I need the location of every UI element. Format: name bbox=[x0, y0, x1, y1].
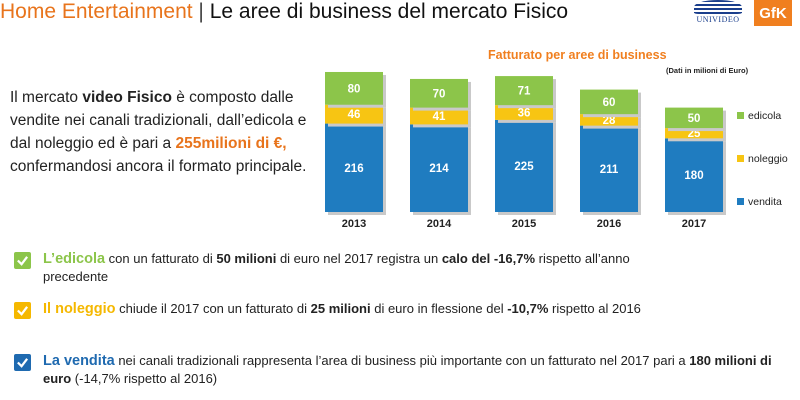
bullet-edicola-text: L’edicola con un fatturato di 50 milioni… bbox=[43, 250, 643, 285]
legend-swatch-edicola bbox=[737, 112, 744, 119]
check-icon bbox=[14, 252, 31, 269]
data-label-noleggio-2017: 25 bbox=[688, 128, 701, 140]
header-title-right: Le aree di business del mercato Fisico bbox=[209, 0, 569, 23]
intro-text-5: confermandosi ancora il formato principa… bbox=[10, 158, 307, 175]
univideo-logo: UNIVIDEO bbox=[688, 0, 748, 24]
bullet-noleggio-b: 25 milioni bbox=[310, 301, 371, 316]
bar-edicola-2015 bbox=[495, 76, 553, 106]
legend-label-vendita: vendita bbox=[748, 196, 782, 208]
data-label-vendita-2015: 225 bbox=[514, 161, 534, 173]
data-label-noleggio-2013: 46 bbox=[348, 109, 361, 121]
data-label-noleggio-2015: 36 bbox=[518, 108, 531, 120]
x-tick-label: 2014 bbox=[427, 218, 452, 230]
legend-label-edicola: edicola bbox=[748, 110, 781, 122]
bar-vendita-2014 bbox=[410, 124, 468, 212]
data-label-edicola-2017: 50 bbox=[688, 113, 701, 125]
bullet-noleggio-c: di euro in flessione del bbox=[370, 301, 508, 316]
bullet-noleggio-a: chiude il 2017 con un fatturato di bbox=[115, 301, 311, 316]
logos: UNIVIDEO GfK bbox=[688, 0, 792, 26]
legend-swatch-noleggio bbox=[737, 155, 744, 162]
bullet-vendita-c: (-14,7% rispetto al 2016) bbox=[71, 371, 218, 386]
bullet-vendita-text: La vendita nei canali tradizionali rappr… bbox=[43, 352, 783, 387]
bullet-edicola-keyword: L’edicola bbox=[43, 251, 106, 267]
data-label-vendita-2016: 211 bbox=[600, 164, 619, 176]
chart-title: Fatturato per aree di business bbox=[488, 48, 667, 62]
data-label-vendita-2014: 214 bbox=[429, 163, 449, 175]
data-label-vendita-2017: 180 bbox=[684, 170, 703, 182]
bullet-edicola-d: calo del -16,7% bbox=[441, 251, 536, 266]
x-tick-label: 2016 bbox=[597, 218, 621, 230]
intro-text-2: video Fisico bbox=[82, 89, 172, 106]
bullet-noleggio-e: rispetto al 2016 bbox=[548, 301, 641, 316]
bullet-vendita-b: 180 milioni di euro bbox=[43, 353, 772, 386]
bar-edicola-2014 bbox=[410, 78, 468, 108]
data-label-noleggio-2014: 41 bbox=[433, 111, 446, 123]
data-label-edicola-2014: 70 bbox=[433, 88, 446, 100]
intro-text-3: è composto dalle vendite nei canali trad… bbox=[10, 89, 307, 152]
check-icon bbox=[14, 302, 31, 319]
bar-noleggio-2013 bbox=[325, 104, 383, 124]
bar-noleggio-2016 bbox=[580, 114, 638, 126]
bar-noleggio-2015 bbox=[495, 105, 553, 120]
check-icon bbox=[14, 354, 31, 371]
bullet-noleggio: Il noleggio chiude il 2017 con un fattur… bbox=[14, 300, 800, 319]
x-tick-label: 2017 bbox=[682, 218, 706, 230]
x-tick-label: 2013 bbox=[342, 218, 366, 230]
gfk-logo: GfK bbox=[754, 0, 792, 26]
bullet-edicola-a: con un fatturato di bbox=[105, 251, 217, 266]
bullet-edicola: L’edicola con un fatturato di 50 milioni… bbox=[14, 250, 643, 285]
chart-subtitle: (Dati in milioni di Euro) bbox=[666, 66, 749, 75]
bar-edicola-2017 bbox=[665, 107, 723, 129]
bar-noleggio-2014 bbox=[410, 107, 468, 125]
bar-edicola-2016 bbox=[580, 89, 638, 115]
bar-noleggio-2017 bbox=[665, 128, 723, 139]
bullet-vendita: La vendita nei canali tradizionali rappr… bbox=[14, 352, 783, 387]
bullet-edicola-b: 50 milioni bbox=[216, 251, 277, 266]
header-title-left: Home Entertainment bbox=[0, 0, 193, 23]
legend-swatch-vendita bbox=[737, 198, 744, 205]
data-label-edicola-2015: 71 bbox=[518, 86, 531, 98]
intro-highlight-total: 255milioni di €, bbox=[175, 135, 287, 152]
bullet-noleggio-text: Il noleggio chiude il 2017 con un fattur… bbox=[43, 300, 800, 318]
bar-vendita-2016 bbox=[580, 125, 638, 212]
header-separator: | bbox=[192, 0, 210, 23]
bar-edicola-2013 bbox=[325, 71, 383, 105]
bullet-edicola-c: di euro nel 2017 registra un bbox=[276, 251, 442, 266]
intro-text-1: Il mercato bbox=[10, 89, 83, 106]
bar-vendita-2013 bbox=[325, 123, 383, 212]
data-label-vendita-2013: 216 bbox=[344, 163, 363, 175]
data-label-edicola-2016: 60 bbox=[603, 97, 616, 109]
data-label-edicola-2013: 80 bbox=[348, 83, 361, 95]
bullet-noleggio-keyword: Il noleggio bbox=[43, 301, 116, 317]
intro-paragraph: Il mercato video Fisico è composto dalle… bbox=[10, 86, 320, 178]
bullet-vendita-a: nei canali tradizionali rappresenta l’ar… bbox=[114, 353, 690, 368]
bullet-noleggio-d: -10,7% bbox=[507, 301, 549, 316]
univideo-logo-mark bbox=[694, 0, 742, 14]
univideo-logo-text: UNIVIDEO bbox=[696, 15, 740, 24]
legend-label-noleggio: noleggio bbox=[748, 153, 788, 165]
bullet-edicola-e: rispetto all’anno precedente bbox=[43, 251, 630, 284]
data-label-noleggio-2016: 28 bbox=[603, 115, 616, 127]
page-header: Home Entertainment | Le aree di business… bbox=[0, 0, 800, 24]
bar-vendita-2017 bbox=[665, 138, 723, 212]
x-tick-label: 2015 bbox=[512, 218, 536, 230]
bullet-vendita-keyword: La vendita bbox=[43, 353, 115, 369]
bar-vendita-2015 bbox=[495, 119, 553, 212]
